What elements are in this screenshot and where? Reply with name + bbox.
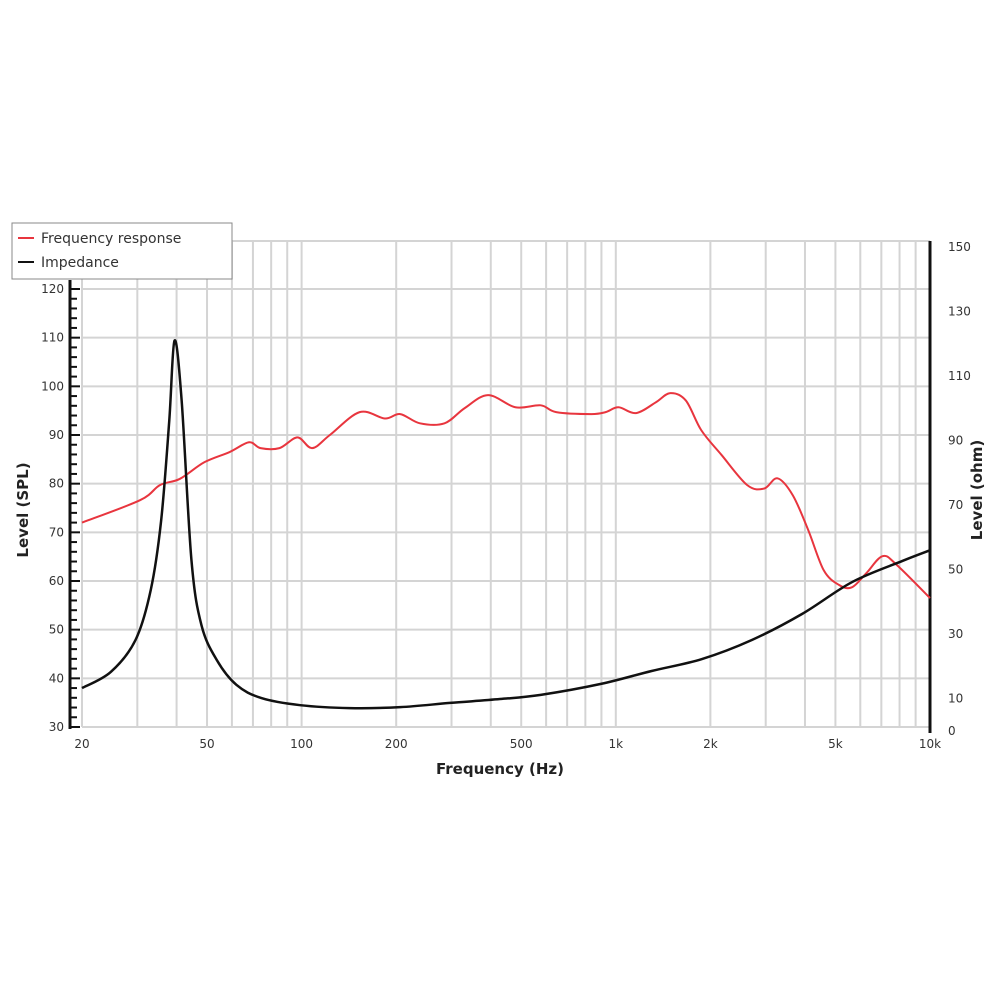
legend-label-frequency-response: Frequency response [41, 231, 181, 247]
series-line-impedance [81, 339, 931, 710]
y2-tick-label: 130 [948, 305, 971, 319]
y-tick-label: 90 [49, 428, 64, 442]
y2-tick-label: 70 [948, 498, 963, 512]
y2-tick-label: 50 [948, 563, 963, 577]
y2-tick-label: 0 [948, 724, 956, 738]
y-tick-label: 110 [41, 331, 64, 345]
y2-axis-label: Level (ohm) [968, 440, 986, 540]
y-tick-label: 120 [41, 282, 64, 296]
legend-box [11, 222, 233, 280]
x-tick-label: 10k [919, 737, 941, 751]
legend: Frequency response Impedance [11, 222, 233, 280]
x-tick-label: 1k [609, 737, 624, 751]
y2-tick-label: 90 [948, 434, 963, 448]
x-tick-label: 500 [510, 737, 533, 751]
y-tick-label: 70 [49, 525, 64, 539]
y2-tick-label: 30 [948, 627, 963, 641]
y-tick-label: 40 [49, 671, 64, 685]
y2-tick-label: 150 [948, 240, 971, 254]
tick-labels: 20 50 100 200 500 1k 2k 5k 10k304050607080901001… [41, 240, 971, 751]
axes [68, 241, 932, 733]
series-lines [81, 339, 931, 710]
x-axis-label: Frequency (Hz) [436, 760, 564, 778]
y2-tick-label: 10 [948, 692, 963, 706]
x-tick-label: 2k [703, 737, 718, 751]
y-tick-label: 30 [49, 720, 64, 734]
legend-label-impedance: Impedance [41, 255, 119, 271]
y-tick-label: 60 [49, 574, 64, 588]
y-tick-label: 80 [49, 477, 64, 491]
y-axis-label: Level (SPL) [14, 462, 32, 557]
y-tick-label: 50 [49, 623, 64, 637]
y2-tick-label: 110 [948, 369, 971, 383]
grid [81, 240, 931, 728]
x-tick-label: 200 [385, 737, 408, 751]
x-tick-label: 20 [74, 737, 89, 751]
x-tick-label: 100 [290, 737, 313, 751]
x-tick-label: 5k [828, 737, 843, 751]
x-tick-label: 50 [199, 737, 214, 751]
y-tick-label: 100 [41, 379, 64, 393]
series-line-frequency-response [81, 392, 931, 599]
